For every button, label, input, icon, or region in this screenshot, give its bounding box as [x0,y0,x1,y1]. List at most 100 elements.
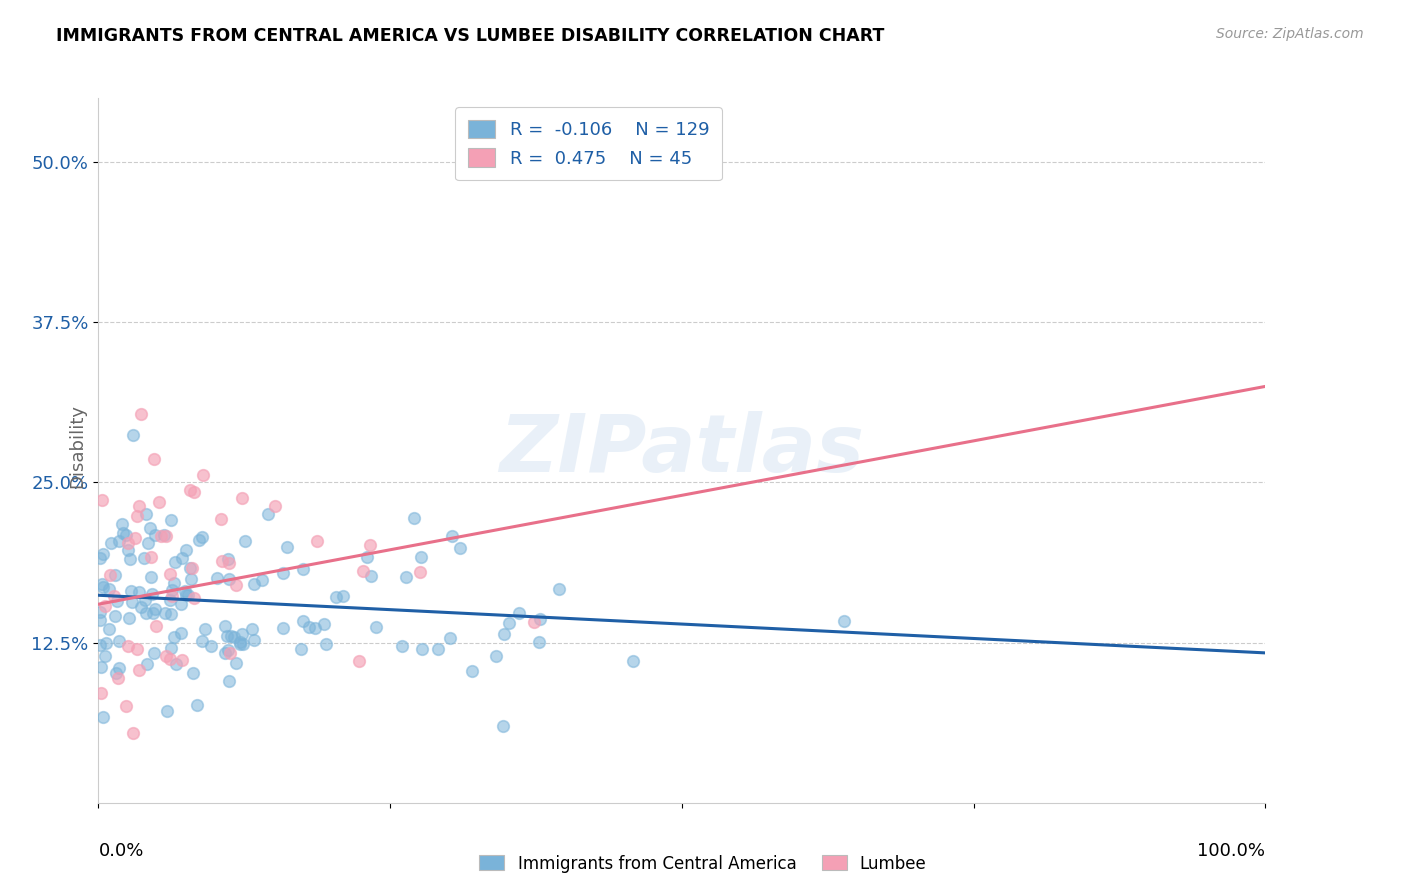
Point [305,534,328,549]
Point [159,607,181,621]
Point [191,468,214,483]
Point [104,665,127,680]
Point [108,634,131,648]
Point [132,550,155,565]
Point [485,648,508,663]
Point [163,555,186,569]
Point [105,594,128,608]
Legend: Immigrants from Central America, Lumbee: Immigrants from Central America, Lumbee [472,848,934,880]
Point [89,550,111,565]
Point [142,451,165,466]
Point [142,606,165,620]
Point [160,640,183,655]
Point [402,511,425,525]
Point [356,550,378,565]
Point [439,631,461,645]
Point [97,622,120,636]
Point [183,485,205,500]
Point [257,507,280,521]
Point [440,529,463,543]
Point [163,576,186,591]
Point [187,533,209,547]
Point [128,663,150,677]
Point [93,599,115,613]
Point [143,646,166,660]
Point [290,642,312,657]
Point [360,568,382,582]
Point [232,637,254,651]
Point [107,661,129,675]
Point [240,623,263,637]
Point [315,637,337,651]
Point [160,582,183,597]
Text: 100.0%: 100.0% [1198,842,1265,860]
Point [141,587,163,601]
Point [231,627,253,641]
Point [243,577,266,591]
Point [135,657,157,671]
Point [409,565,432,579]
Point [91,547,114,561]
Point [145,601,167,615]
Point [170,597,193,611]
Point [172,551,194,566]
Point [273,621,295,635]
Point [834,614,856,628]
Text: Source: ZipAtlas.com: Source: ZipAtlas.com [1216,27,1364,41]
Point [352,564,374,578]
Point [292,562,315,576]
Point [128,585,150,599]
Point [129,407,152,421]
Point [426,642,449,657]
Point [159,593,181,607]
Point [547,582,569,596]
Point [190,530,212,544]
Point [508,606,530,620]
Point [529,612,551,626]
Point [129,599,152,614]
Point [219,646,242,660]
Point [214,619,236,633]
Point [145,619,167,633]
Point [128,499,150,513]
Point [491,719,513,733]
Point [153,606,176,620]
Point [394,570,416,584]
Point [93,710,115,724]
Point [91,577,114,591]
Point [304,621,326,635]
Point [111,517,134,532]
Point [139,569,162,583]
Point [191,634,214,648]
Point [229,637,252,651]
Text: 0.0%: 0.0% [98,842,143,860]
Point [325,590,347,604]
Point [118,611,141,625]
Point [179,483,201,498]
Point [179,561,201,575]
Point [314,617,336,632]
Point [211,553,233,567]
Point [170,653,193,667]
Point [117,639,139,653]
Point [159,513,181,527]
Point [242,632,264,647]
Point [207,571,229,585]
Point [219,629,242,643]
Point [91,580,114,594]
Point [169,626,191,640]
Point [492,626,515,640]
Point [127,641,149,656]
Point [122,726,145,740]
Point [200,639,222,653]
Point [155,704,177,718]
Point [225,578,247,592]
Point [527,635,550,649]
Point [162,589,184,603]
Point [229,635,252,649]
Point [159,566,181,581]
Point [411,642,433,657]
Point [91,493,114,508]
Point [111,526,134,541]
Point [218,551,240,566]
